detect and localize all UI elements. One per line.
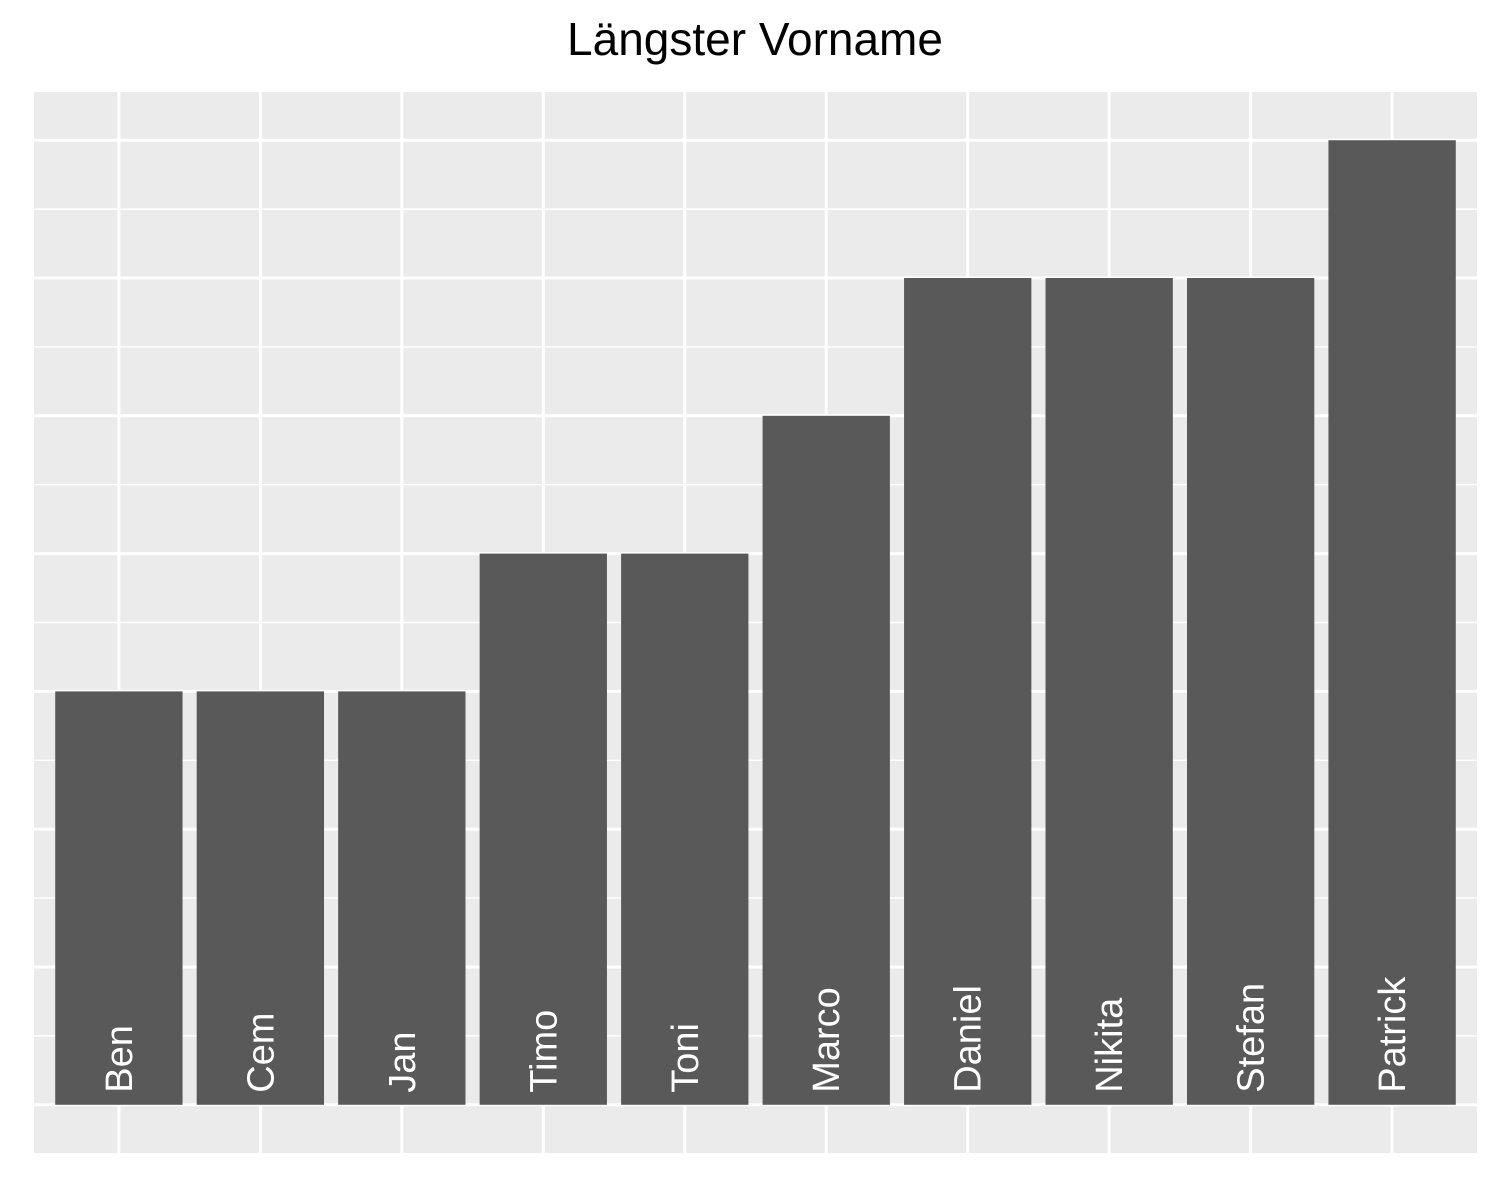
bar-label-stefan: Stefan — [1231, 983, 1273, 1093]
bar-marco — [762, 415, 890, 1105]
bar-toni — [621, 553, 749, 1105]
bar-jan — [338, 691, 466, 1105]
bar-label-ben: Ben — [99, 1025, 141, 1093]
bar-label-toni: Toni — [665, 1023, 707, 1093]
bar-nikita — [1045, 278, 1173, 1105]
bar-patrick — [1328, 140, 1456, 1105]
bar-label-timo: Timo — [523, 1010, 565, 1093]
bar-labels: Ben Cem Jan Timo Toni Marco Daniel Nikita Stefan… — [99, 976, 1414, 1093]
bar-label-nikita: Nikita — [1089, 997, 1131, 1093]
bar-label-marco: Marco — [806, 987, 848, 1093]
bar-cem — [196, 691, 325, 1105]
bar-label-jan: Jan — [382, 1031, 424, 1092]
bar-label-daniel: Daniel — [948, 985, 990, 1093]
bar-label-patrick: Patrick — [1372, 976, 1414, 1093]
bars — [55, 140, 1456, 1105]
bar-ben — [55, 691, 183, 1105]
bar-stefan — [1186, 278, 1315, 1105]
bar-daniel — [904, 278, 1032, 1105]
bar-timo — [479, 553, 607, 1105]
chart-title: Längster Vorname — [567, 13, 943, 65]
bar-label-cem: Cem — [240, 1013, 282, 1093]
